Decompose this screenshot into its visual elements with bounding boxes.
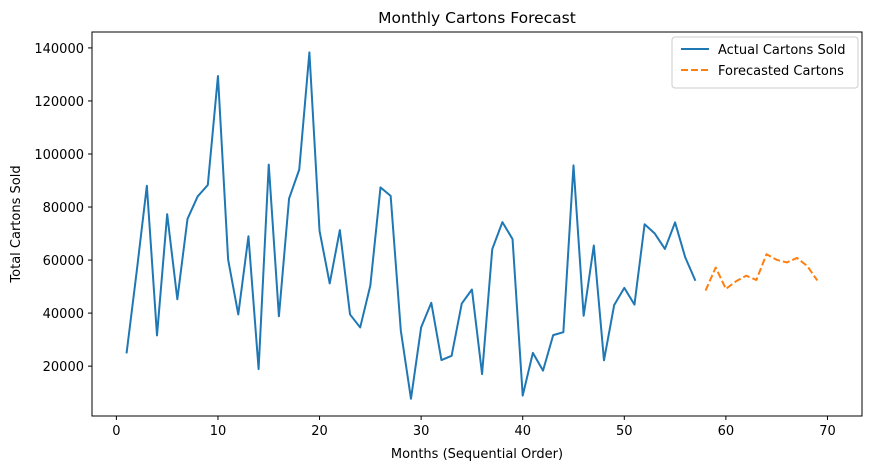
plot-frame xyxy=(91,31,863,417)
x-tick-label: 0 xyxy=(112,424,120,439)
y-axis-label: Total Cartons Sold xyxy=(9,165,24,283)
x-tick-label: 70 xyxy=(819,424,836,439)
y-tick-label: 20000 xyxy=(43,360,84,375)
axis-ticks: 0 10 20 30 40 50 60 70 20000 40000 60000 80000 10000… xyxy=(34,42,835,439)
x-tick-label: 30 xyxy=(413,424,430,439)
x-tick-label: 40 xyxy=(514,424,531,439)
x-tick-label: 50 xyxy=(616,424,633,439)
legend-label: Forecasted Cartons xyxy=(718,64,844,79)
legend-label: Actual Cartons Sold xyxy=(718,43,846,58)
x-axis-label: Months (Sequential Order) xyxy=(391,447,563,462)
y-tick-label: 120000 xyxy=(34,95,84,110)
legend: Actual Cartons Sold Forecasted Cartons xyxy=(671,36,859,89)
y-tick-label: 40000 xyxy=(43,307,84,322)
x-tick-label: 20 xyxy=(311,424,328,439)
legend-box xyxy=(671,36,859,89)
x-tick-label: 10 xyxy=(210,424,227,439)
chart-title: Monthly Cartons Forecast xyxy=(378,9,576,27)
forecast-series-line xyxy=(704,253,819,291)
y-tick-label: 140000 xyxy=(34,42,84,57)
series-lines xyxy=(125,51,819,400)
y-tick-label: 100000 xyxy=(34,148,84,163)
y-tick-label: 80000 xyxy=(43,201,84,216)
y-tick-label: 60000 xyxy=(43,254,84,269)
x-tick-label: 60 xyxy=(718,424,735,439)
actual-series-line xyxy=(125,51,697,400)
